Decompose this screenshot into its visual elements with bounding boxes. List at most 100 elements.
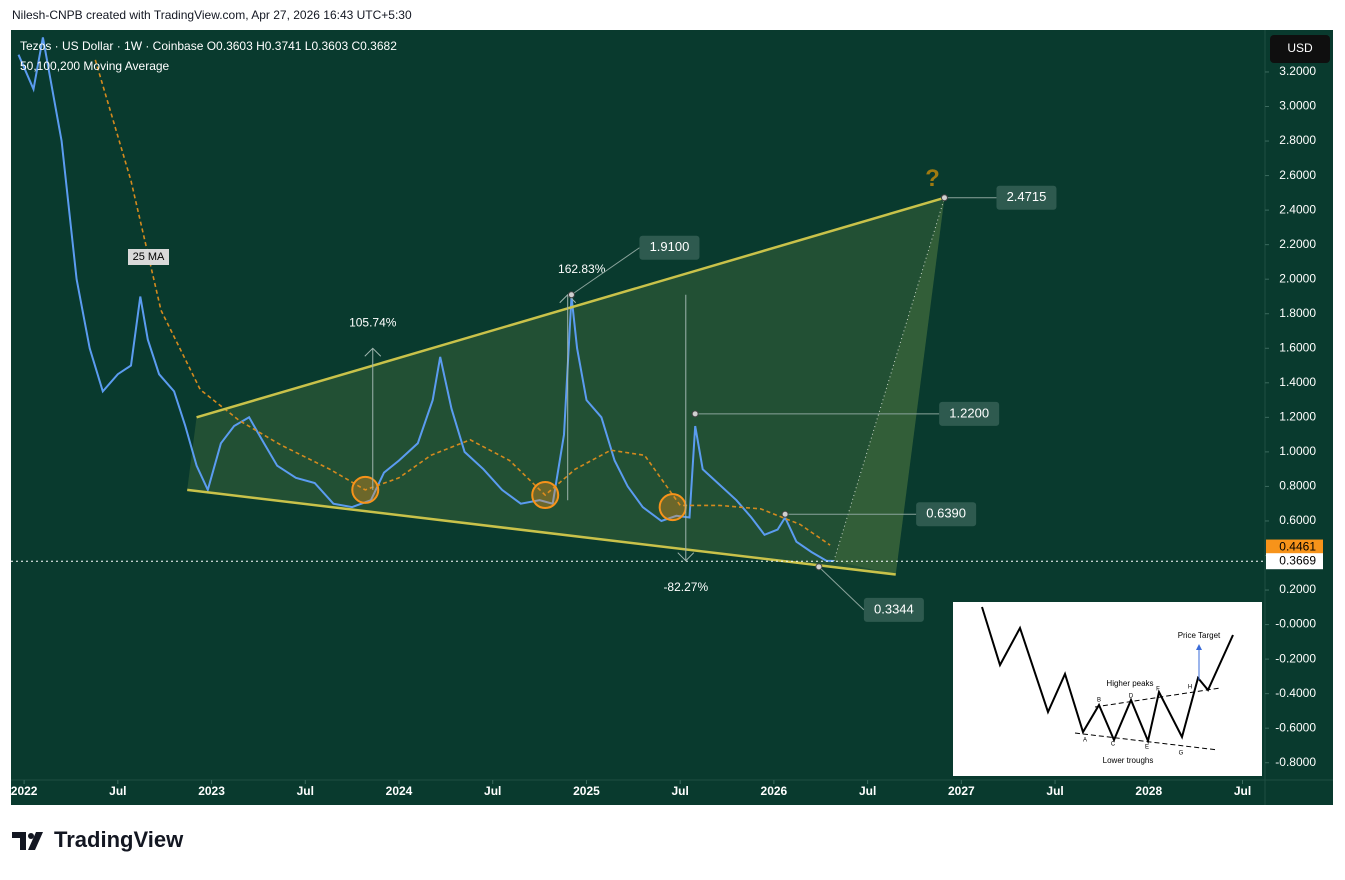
- measure-arrowhead: [364, 347, 382, 357]
- y-tick-label: 3.2000: [1279, 64, 1316, 78]
- y-tick-label: 1.2000: [1279, 410, 1316, 424]
- level-connector: [571, 247, 640, 296]
- price-tag: [1266, 539, 1323, 556]
- y-tick-label: 2.6000: [1279, 168, 1316, 182]
- inset-point: F: [1156, 687, 1160, 693]
- x-tick-label: 2027: [948, 784, 975, 798]
- x-tick-label: Jul: [859, 784, 876, 798]
- x-tick-label: Jul: [1046, 784, 1063, 798]
- price-line: [17, 37, 834, 562]
- inset-lower-line: [1074, 732, 1219, 751]
- crossover-highlight: [531, 481, 560, 510]
- level-point: [940, 194, 948, 202]
- inset-diagram: Price Target Higher peaks Lower troughs …: [953, 602, 1262, 776]
- price-tag-label: 0.3669: [1279, 553, 1316, 567]
- logo-dot[interactable]: [28, 833, 34, 839]
- y-tick-label: 0.8000: [1279, 479, 1316, 493]
- measure-label: -82.27%: [663, 580, 708, 594]
- moving-average: [94, 59, 831, 546]
- level-label: 1.2200: [949, 405, 989, 420]
- level-point: [567, 291, 575, 299]
- y-tick-label: 2.0000: [1279, 271, 1316, 285]
- ma-label-box: [128, 249, 169, 265]
- y-tick-label: 1.0000: [1279, 444, 1316, 458]
- level-label: 1.9100: [650, 239, 690, 254]
- currency-label[interactable]: USD: [1287, 41, 1313, 55]
- y-tick-label: -0.8000: [1275, 755, 1316, 769]
- level-label: 2.4715: [1007, 189, 1047, 204]
- target-fill: [833, 197, 945, 575]
- y-tick-label: -0.2000: [1275, 651, 1316, 665]
- measure-label: 105.74%: [349, 315, 397, 329]
- y-tick-label: -0.6000: [1275, 720, 1316, 734]
- level-connector: [818, 566, 865, 611]
- level-box: [996, 185, 1057, 210]
- inset-point: C: [1111, 742, 1116, 748]
- ma-label: 25 MA: [133, 251, 165, 263]
- plot-area: [17, 37, 945, 576]
- x-tick-label: 2023: [198, 784, 225, 798]
- y-tick-label: 3.0000: [1279, 99, 1316, 113]
- inset-point: H: [1188, 685, 1192, 691]
- header-text: Nilesh-CNPB created with TradingView.com…: [12, 8, 412, 22]
- y-tick-label: 0.2000: [1279, 582, 1316, 596]
- y-tick-label: 0.6000: [1279, 513, 1316, 527]
- y-tick-label: 2.4000: [1279, 202, 1316, 216]
- target-projection: [833, 197, 945, 562]
- level-label: 0.3344: [874, 601, 914, 616]
- level-box: [863, 597, 924, 622]
- x-tick-label: Jul: [297, 784, 314, 798]
- level-box: [939, 401, 1000, 426]
- logo[interactable]: TradingView: [12, 827, 184, 852]
- inset-point: A: [1083, 738, 1087, 744]
- y-tick-label: 1.8000: [1279, 306, 1316, 320]
- inset-pattern: [981, 606, 1234, 745]
- level-point: [691, 410, 699, 418]
- target-mark: ?: [925, 165, 940, 192]
- price-tag: [1266, 553, 1323, 570]
- level-label: 0.6390: [926, 506, 966, 521]
- currency-box[interactable]: [1270, 35, 1330, 63]
- inset-upper-line: [1094, 687, 1221, 708]
- inset-label: Higher peaks: [1106, 679, 1153, 688]
- logo-text[interactable]: TradingView: [54, 827, 184, 852]
- crossover-highlight: [351, 475, 380, 504]
- y-tick-label: -0.4000: [1275, 686, 1316, 700]
- price-tag-label: 0.4461: [1279, 540, 1316, 554]
- y-tick-label: 1.4000: [1279, 375, 1316, 389]
- symbol-legend: Tezos · US Dollar · 1W · Coinbase O0.360…: [20, 39, 397, 53]
- inset-point: G: [1179, 751, 1184, 757]
- x-tick-label: Jul: [1234, 784, 1251, 798]
- y-tick-label: -0.0000: [1275, 617, 1316, 631]
- indicator-legend: 50,100,200 Moving Average: [20, 59, 170, 73]
- inset-point: D: [1129, 694, 1134, 700]
- y-tick-label: 2.2000: [1279, 237, 1316, 251]
- x-tick-label: 2024: [386, 784, 413, 798]
- x-tick-label: 2022: [11, 784, 38, 798]
- x-tick-label: Jul: [109, 784, 126, 798]
- x-tick-label: Jul: [672, 784, 689, 798]
- trendline: [187, 488, 896, 576]
- measure-arrowhead: [559, 294, 577, 304]
- crossover-highlight: [658, 493, 687, 522]
- trendline: [196, 196, 945, 419]
- y-tick-label: 2.8000: [1279, 133, 1316, 147]
- logo-icon[interactable]: [12, 832, 43, 850]
- inset-label: Price Target: [1178, 631, 1221, 640]
- x-tick-label: 2028: [1135, 784, 1162, 798]
- x-tick-label: 2025: [573, 784, 600, 798]
- level-box: [916, 502, 977, 527]
- x-tick-label: 2026: [761, 784, 788, 798]
- inset-point: E: [1145, 745, 1149, 751]
- measure-arrowhead: [677, 552, 695, 562]
- measure-label: 162.83%: [558, 262, 606, 276]
- level-box: [639, 235, 700, 260]
- level-point: [781, 510, 789, 518]
- x-tick-label: Jul: [484, 784, 501, 798]
- inset-label: Lower troughs: [1103, 756, 1154, 765]
- y-tick-label: 1.6000: [1279, 340, 1316, 354]
- level-point: [815, 563, 823, 571]
- inset-arrow-head: [1196, 644, 1202, 650]
